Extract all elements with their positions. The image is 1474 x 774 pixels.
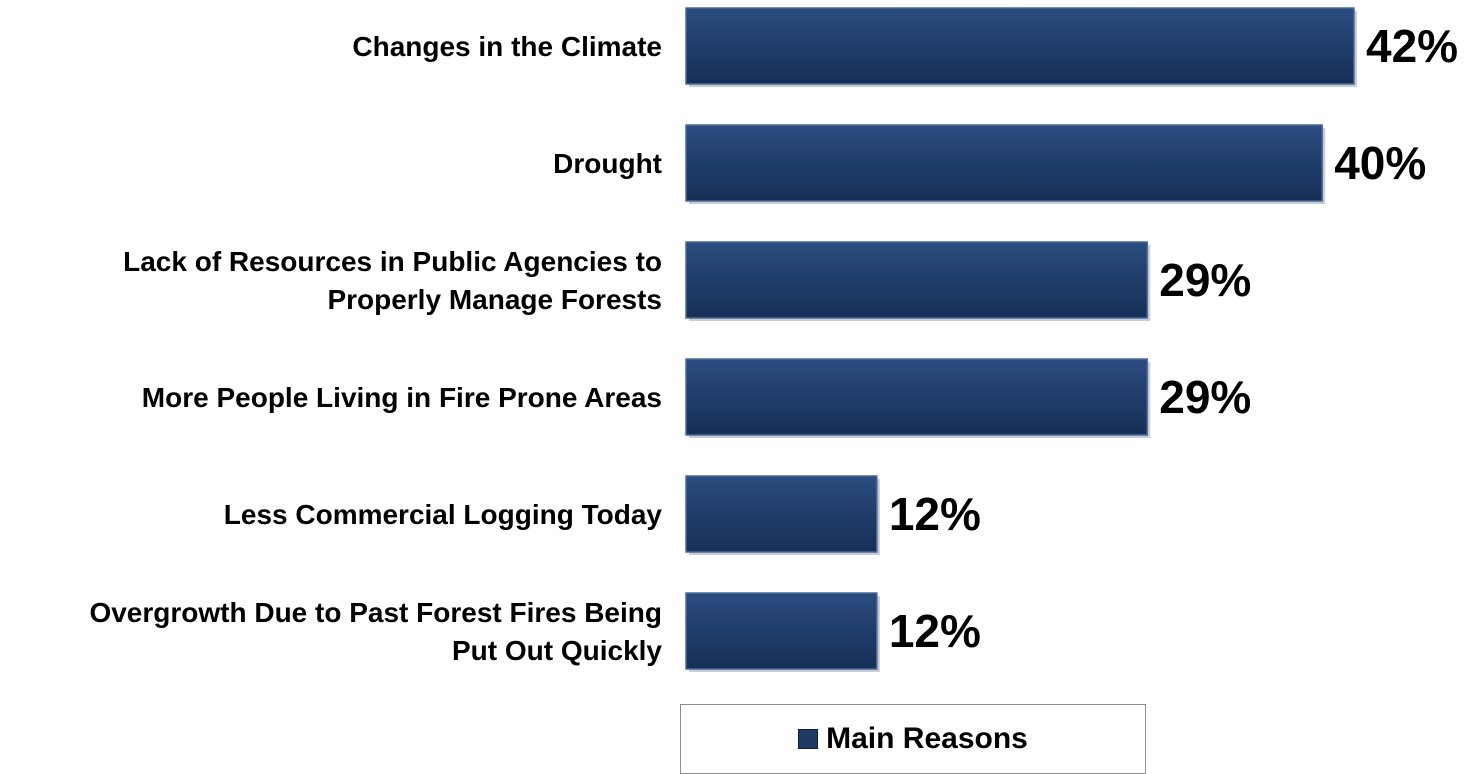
chart-legend: Main Reasons [680,704,1146,774]
bar-value-label: 29% [1159,371,1251,423]
bar-value-label: 12% [889,605,981,657]
category-label: Lack of Resources in Public Agencies to [123,246,662,277]
category-label: More People Living in Fire Prone Areas [142,382,662,413]
category-label: Less Commercial Logging Today [224,499,663,530]
category-label: Changes in the Climate [352,31,662,62]
category-label: Put Out Quickly [452,635,662,666]
category-label: Drought [553,148,662,179]
legend-label: Main Reasons [826,722,1028,755]
bar [685,475,878,553]
bar-value-label: 42% [1366,20,1458,72]
bar-value-label: 29% [1159,254,1251,306]
bar [685,241,1148,319]
bar-value-label: 12% [889,488,981,540]
category-label: Properly Manage Forests [327,284,662,315]
category-label: Overgrowth Due to Past Forest Fires Bein… [89,597,662,628]
bar [685,358,1148,436]
bar [685,124,1323,202]
bar [685,592,878,670]
bar [685,7,1355,85]
legend-swatch [798,729,819,749]
bar-value-label: 40% [1334,137,1426,189]
